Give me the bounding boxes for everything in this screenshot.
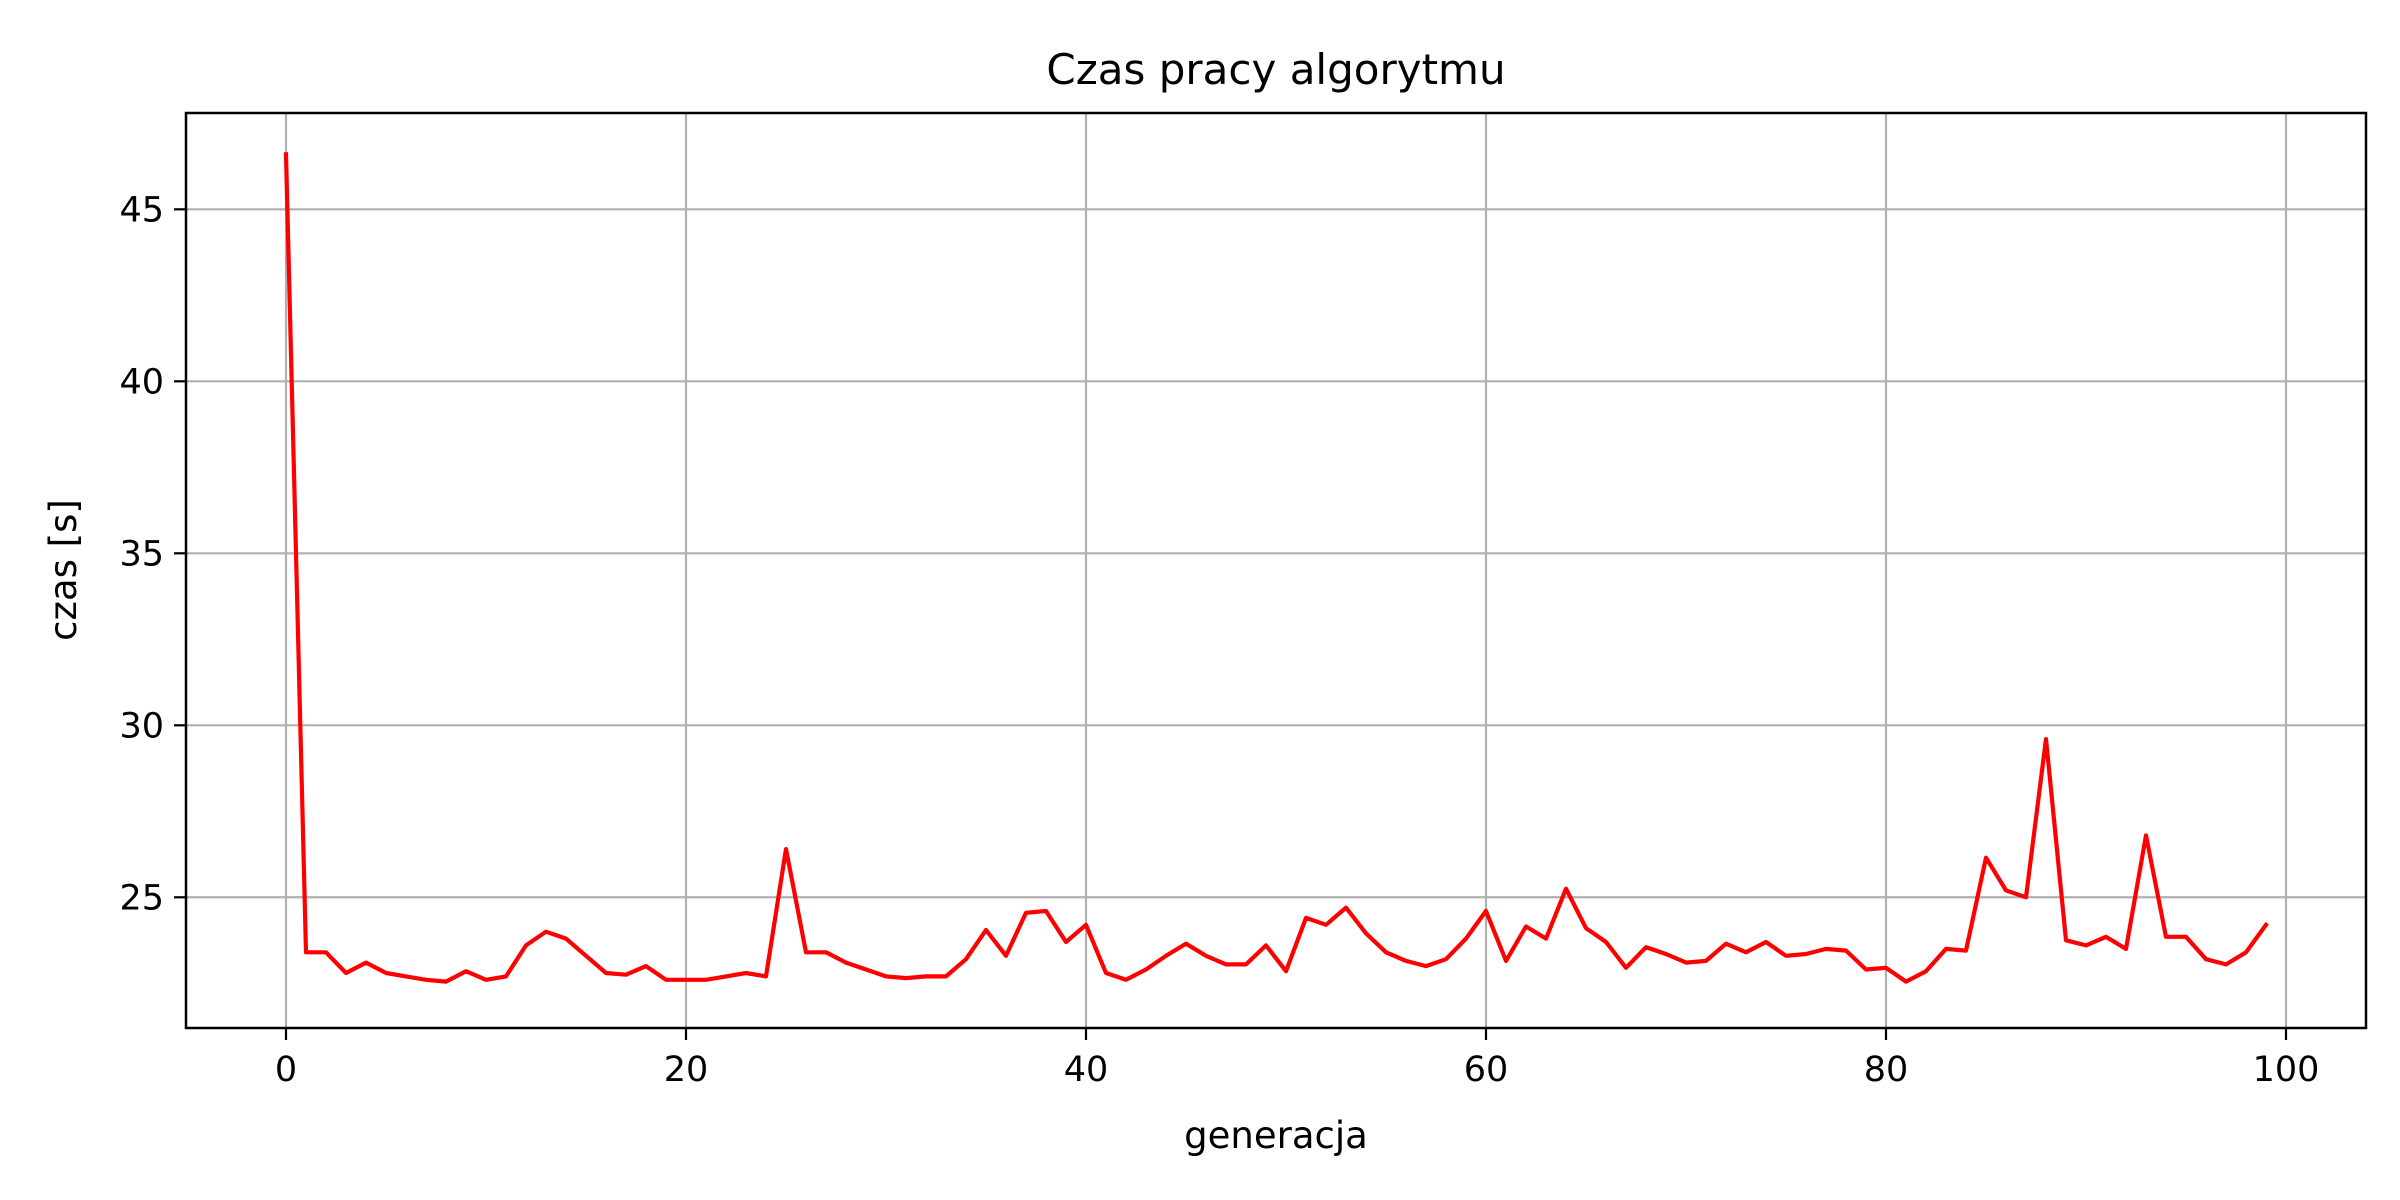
x-tick-label: 60 [1464,1050,1509,1090]
x-tick-label: 40 [1064,1050,1109,1090]
x-tick-label: 80 [1864,1050,1909,1090]
y-axis-label: czas [s] [42,499,85,641]
x-tick-label: 100 [2253,1050,2320,1090]
series-layer [283,152,2269,984]
grid-lines [186,113,2366,1028]
x-tick-label: 0 [275,1050,297,1090]
y-tick-label: 40 [119,362,164,402]
plot-frame [184,111,2368,1030]
series-line [283,152,2269,984]
y-tick-label: 25 [119,878,164,918]
chart-title: Czas pracy algorytmu [1046,45,1505,94]
y-axis: 25 30 35 40 45 [119,190,186,918]
y-tick-label: 45 [119,190,164,230]
x-axis-label: generacja [1184,1114,1368,1157]
x-axis: 0 20 40 60 80 100 [275,1028,2320,1090]
y-tick-label: 35 [119,534,164,574]
y-tick-label: 30 [119,706,164,746]
x-tick-label: 20 [664,1050,709,1090]
